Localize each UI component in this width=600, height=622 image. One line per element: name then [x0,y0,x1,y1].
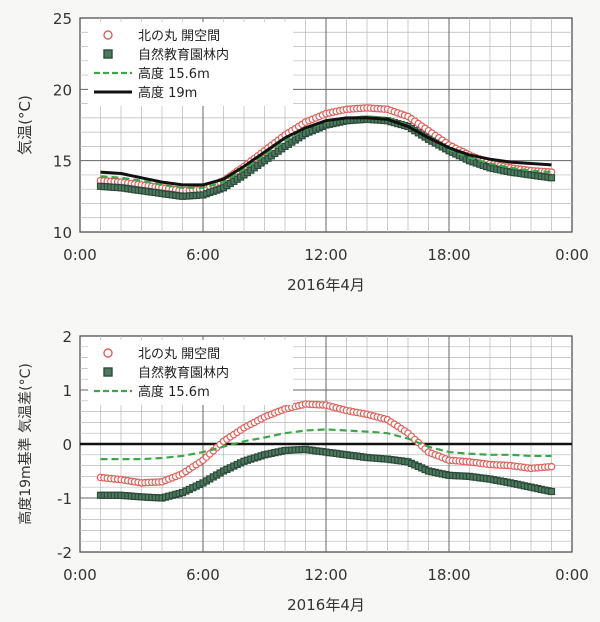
x-tick-label: 18:00 [427,246,470,264]
y-tick-label: 25 [53,10,72,28]
y-tick-label: -1 [57,490,72,508]
y-tick-label: 2 [62,328,72,346]
y-tick-label: -2 [57,544,72,562]
y-tick-label: 0 [62,436,72,454]
x-tick-label: 0:00 [63,566,97,584]
legend-box [88,340,293,405]
temperature-chart: 0:00 6:00 12:00 18:00 0:00 10 15 20 25 2016年4月 気温(… [16,10,589,294]
legend-label: 自然教育園林内 [138,365,229,381]
legend-label: 北の丸 開空間 [138,347,220,362]
legend-marker [103,49,113,59]
data-point [547,174,556,182]
data-point [547,487,556,496]
series-1 [96,445,556,502]
y-tick-label: 15 [53,153,72,171]
legend-label: 自然教育園林内 [138,47,229,63]
legend-label: 高度 15.6m [138,66,210,82]
legend-marker [103,348,113,358]
x-tick-label: 12:00 [304,566,347,584]
series-0 [96,400,556,487]
legend-label: 北の丸 開空間 [138,29,220,44]
data-point [547,462,556,471]
x-tick-label: 0:00 [63,246,97,264]
y-tick-label: 10 [53,224,72,242]
legend-marker [103,367,113,377]
x-tick-label: 18:00 [427,566,470,584]
y-axis-label: 高度19m基準 気温差(°C) [17,363,34,525]
y-tick-label: 20 [53,81,72,99]
x-axis-label: 2016年4月 [287,596,365,614]
x-axis-label: 2016年4月 [287,276,365,294]
x-tick-label: 0:00 [555,566,589,584]
temperature-difference-chart: 0:00 6:00 12:00 18:00 0:00 -2 -1 0 1 2 2016年4月 高度19… [17,328,589,614]
y-axis-label: 気温(°C) [16,95,34,155]
x-tick-label: 6:00 [186,246,220,264]
series-3 [100,116,552,187]
x-tick-label: 0:00 [555,246,589,264]
legend-label: 高度 15.6m [138,384,210,400]
x-tick-label: 6:00 [186,566,220,584]
legend-marker [103,30,113,40]
legend-label: 高度 19m [138,85,197,101]
y-tick-label: 1 [62,382,72,400]
series-line [100,116,552,187]
x-tick-label: 12:00 [304,246,347,264]
